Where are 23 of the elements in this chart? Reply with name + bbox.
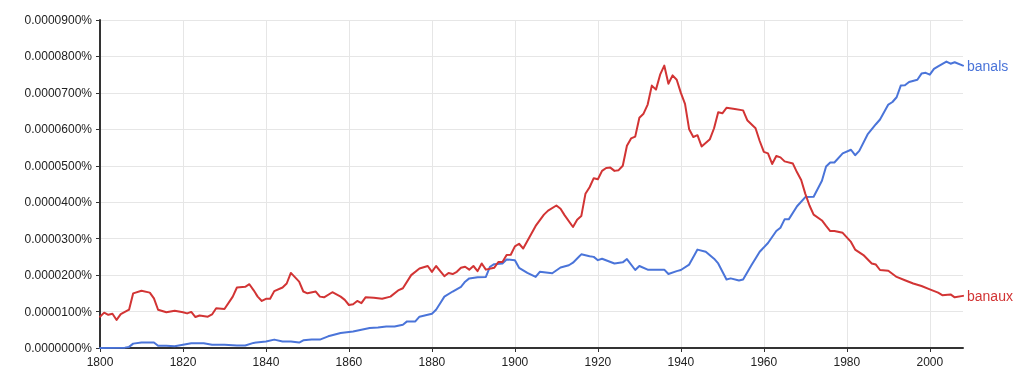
x-tick-label: 1800 (86, 355, 114, 369)
x-tick-label: 1820 (169, 355, 197, 369)
y-tick-label: 0.0000700% (24, 85, 93, 100)
y-tick-label: 0.0000400% (24, 195, 93, 210)
x-tick-label: 1840 (252, 355, 280, 369)
x-tick-label: 1860 (335, 355, 363, 369)
y-tick-label: 0.0000800% (24, 49, 93, 64)
x-tick-label: 1980 (833, 355, 861, 369)
x-tick-label: 2000 (916, 355, 944, 369)
y-tick-label: 0.0000200% (24, 268, 93, 283)
x-tick-label: 1880 (418, 355, 446, 369)
y-tick-label: 0.0000300% (24, 231, 93, 246)
y-tick-label: 0.0000000% (24, 341, 93, 355)
y-tick-label: 0.0000600% (24, 122, 93, 137)
x-tick-label: 1940 (667, 355, 695, 369)
x-tick-label: 1960 (750, 355, 778, 369)
series-label: banals (967, 57, 1009, 74)
y-tick-label: 0.0000500% (24, 158, 93, 173)
x-tick-label: 1920 (584, 355, 612, 369)
y-tick-label: 0.0000900% (24, 13, 93, 27)
series-label: banaux (967, 287, 1013, 304)
y-tick-label: 0.0000100% (24, 304, 93, 319)
x-tick-label: 1900 (501, 355, 529, 369)
